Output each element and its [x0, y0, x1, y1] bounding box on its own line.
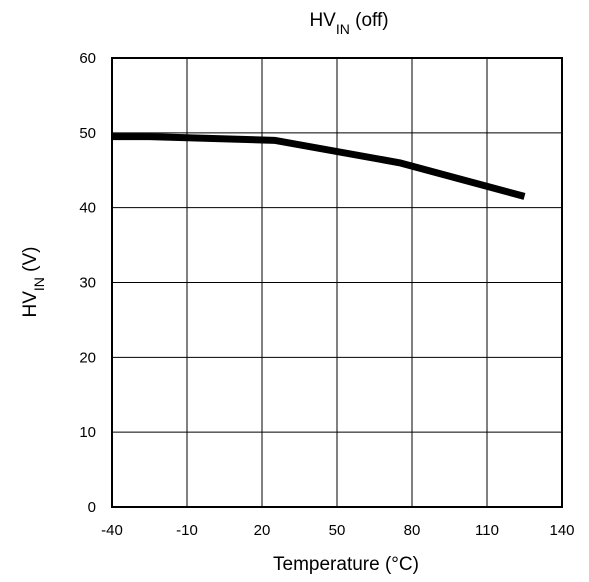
chart-title: HVIN (off) — [309, 10, 388, 37]
y-tick-labels: 0 10 20 30 40 50 60 — [79, 50, 96, 516]
y-tick-label: 20 — [79, 349, 96, 366]
x-tick-label: 140 — [549, 522, 574, 539]
x-tick-label: 110 — [475, 522, 499, 539]
x-tick-label: -40 — [101, 522, 123, 539]
y-tick-label: 30 — [79, 275, 96, 292]
x-tick-label: -10 — [176, 522, 198, 539]
plot-frame — [111, 57, 563, 508]
x-tick-label: 50 — [329, 522, 346, 539]
series-layer — [112, 133, 526, 200]
y-tick-label: 10 — [79, 424, 96, 441]
x-tick-label: 20 — [254, 522, 271, 539]
y-tick-label: 60 — [79, 50, 96, 67]
grid — [111, 57, 563, 508]
y-axis-label: HVIN (V) — [20, 246, 47, 317]
y-tick-label: 0 — [88, 499, 96, 516]
x-tick-label: 80 — [404, 522, 421, 539]
series-line — [112, 133, 526, 200]
x-axis-label: Temperature (°C) — [273, 554, 419, 575]
x-tick-labels: -40 -10 20 50 80 110 140 — [101, 522, 574, 539]
y-tick-label: 40 — [79, 200, 96, 217]
y-tick-label: 50 — [79, 125, 96, 142]
